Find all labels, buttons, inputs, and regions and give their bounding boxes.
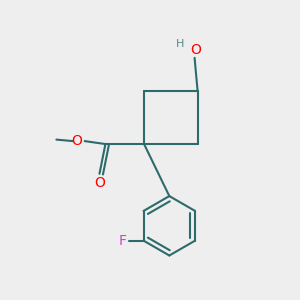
Text: O: O [94,176,105,190]
Text: O: O [190,44,202,57]
Text: F: F [119,234,127,248]
Text: H: H [176,39,184,49]
Text: O: O [71,134,82,148]
